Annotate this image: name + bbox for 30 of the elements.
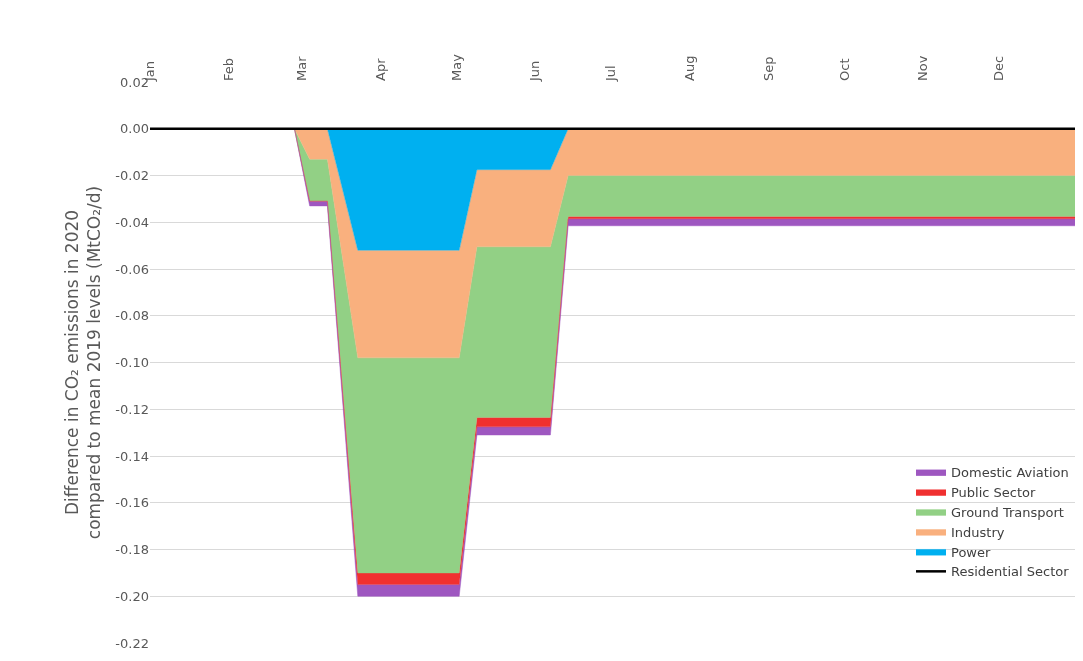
x-tick-label: Jul [603, 65, 619, 82]
legend-label: Ground Transport [951, 504, 1064, 520]
legend-label: Power [951, 544, 991, 560]
y-tick-label: -0.12 [115, 401, 149, 417]
x-tick-label: Oct [836, 58, 852, 81]
x-tick-label: Nov [915, 55, 931, 81]
y-tick-label: -0.06 [115, 261, 149, 277]
y-tick-label: -0.22 [115, 635, 149, 651]
legend-label: Residential Sector [951, 564, 1070, 580]
y-tick-label: -0.04 [115, 214, 149, 230]
legend-label: Public Sector [951, 484, 1037, 500]
y-tick-label: -0.02 [115, 168, 149, 184]
y-axis-title: Difference in CO₂ emissions in 2020 compared to mean 2019 levels (MtCO₂/d) [61, 185, 104, 540]
y-tick-label: -0.16 [115, 495, 149, 511]
legend-label: Domestic Aviation [951, 464, 1069, 480]
y-tick-label: 0.00 [120, 121, 149, 137]
y-tick-label: -0.08 [115, 308, 149, 324]
x-tick-label: Aug [682, 55, 698, 81]
x-tick-label: Apr [372, 57, 388, 81]
x-tick-label: Dec [991, 55, 1007, 81]
y-tick-label: -0.20 [115, 588, 149, 604]
x-tick-label: Mar [294, 55, 310, 81]
y-tick-label: -0.18 [115, 542, 149, 558]
x-tick-label: Sep [760, 56, 776, 81]
y-tick-label: -0.14 [115, 448, 149, 464]
x-tick-label: Feb [220, 57, 236, 81]
legend-label: Industry [951, 524, 1005, 540]
y-tick-label: -0.10 [115, 355, 149, 371]
x-tick-label: Jun [527, 60, 543, 82]
x-tick-label: May [448, 53, 464, 81]
